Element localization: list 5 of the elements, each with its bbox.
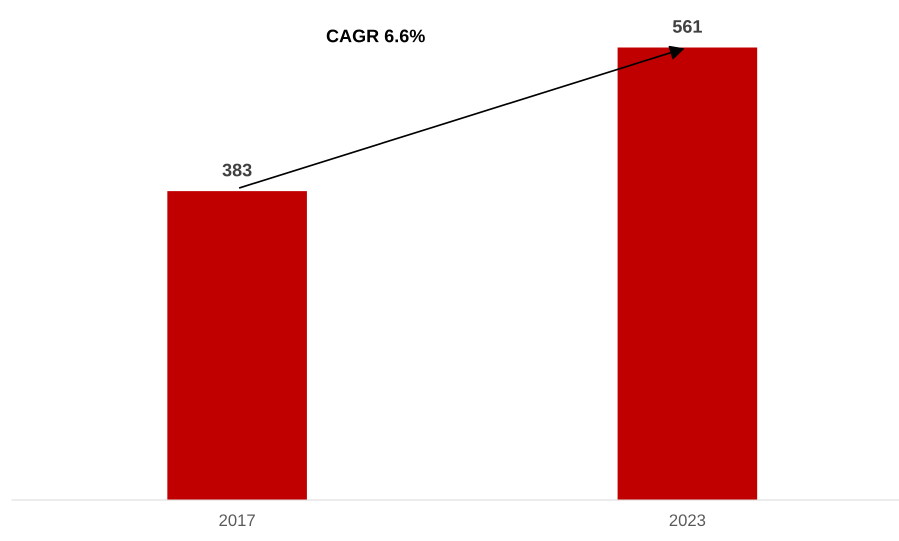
x-tick-label: 2017	[219, 514, 255, 526]
data-label: 561	[672, 20, 702, 33]
data-label: 383	[222, 164, 252, 176]
text: CAGR 6.6%	[326, 30, 425, 42]
x-tick-label: 2023	[670, 514, 706, 526]
